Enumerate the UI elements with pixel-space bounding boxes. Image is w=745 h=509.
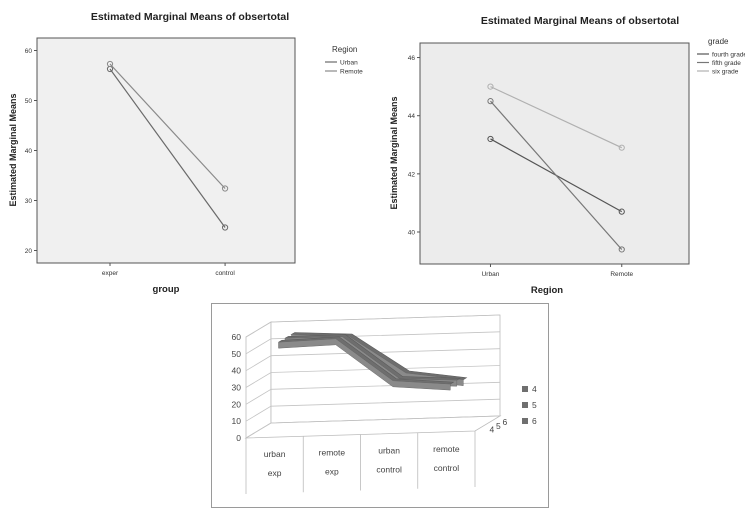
chart3-legend-swatch [522,402,528,408]
c1-ytick-label: 30 [25,198,33,205]
c1-legend-label: Urban [340,60,358,67]
chart1-legend-title: Region [332,45,357,54]
chart3-ytick-label: 50 [232,349,242,359]
chart2-ylabel: Estimated Marginal Means [389,96,399,209]
chart3-gridline [245,331,501,355]
c2-data-point [618,246,625,253]
chart3-depth-label: 6 [503,417,508,427]
chart3-category-label: control [376,465,402,475]
c1-ytick-label: 50 [25,98,33,105]
c2-data-point [618,208,625,215]
chart2-legend-title: grade [708,37,729,46]
c1-data-point [221,224,229,231]
c1-ytick-label: 20 [25,248,33,255]
chart-grade-by-region: Estimated Marginal Means of obsertotal 4… [389,15,745,296]
c1-series-1 [106,60,229,192]
chart3-ribbon-side [278,338,451,391]
c1-series-line [109,63,226,189]
c2-data-point [487,83,494,90]
c1-series-line [109,68,226,228]
chart3-legend: 4 5 6 [522,384,537,426]
c2-ytick-label: 42 [408,171,416,178]
chart3-legend-swatch [522,418,528,424]
chart3-depth-label: 5 [496,421,501,431]
c2-data-point [618,144,625,151]
chart3-ytick-label: 40 [232,366,242,376]
chart3-ytick-label: 10 [232,416,242,426]
c2-legend-label: six grade [712,69,739,76]
chart3-gridline [245,415,501,439]
c2-data-point [487,135,494,143]
c2-legend-label: fourth grade [712,52,745,59]
chart3-legend-label: 6 [532,416,537,426]
chart3-ytick-label: 0 [236,433,241,443]
c1-xtick-label: control [215,270,235,277]
chart3-gridline [245,398,501,422]
c2-series-line [490,86,623,149]
chart3-ribbon-4 [278,336,455,391]
chart3-legend-label: 4 [532,384,537,394]
chart3-ytick-label: 20 [232,399,242,409]
chart3-ytick-label: 60 [232,332,242,342]
c2-ytick-label: 46 [408,55,416,62]
chart1-legend: Region Urban Remote [325,45,363,76]
chart3-gridline [245,348,501,372]
chart3-category-label: remote [319,447,346,457]
chart3-category-label: exp [325,466,339,476]
c1-data-point [221,185,229,192]
c2-ytick-label: 40 [408,230,416,237]
chart3-depth-label: 4 [490,425,495,435]
chart2-xlabel: Region [531,285,563,296]
chart1-title: Estimated Marginal Means of obsertotal [91,11,289,23]
chart3-category-label: urban [378,446,400,456]
c2-data-point [487,98,494,105]
chart3-category-label: exp [268,468,282,478]
chart1-plot-area [36,37,296,264]
c2-xtick-label: Urban [482,271,500,278]
c1-data-point [106,60,114,68]
c2-series-1 [487,98,625,253]
chart3-category-label: urban [264,449,286,459]
chart3-category-label: remote [433,444,460,454]
chart3-gridline [245,314,501,338]
chart3-legend-label: 5 [532,400,537,410]
chart2-title: Estimated Marginal Means of obsertotal [481,15,679,27]
chart1-xlabel: group [153,284,180,295]
c2-legend-label: fifth grade [712,60,741,67]
chart3-gridline [245,365,501,388]
chart3-category-label: control [434,463,460,473]
chart-region-by-group: Estimated Marginal Means of obsertotal 2… [8,11,363,295]
c2-series-2 [487,83,625,151]
chart-3d-ribbons: 0 10 20 30 40 50 60 urban exp remote exp urban cont… [211,303,549,508]
chart3-ytick-label: 30 [232,383,242,393]
c2-ytick-label: 44 [408,113,416,120]
c2-series-line [490,100,623,250]
c1-ytick-label: 40 [25,148,33,155]
c2-xtick-label: Remote [610,271,633,278]
chart1-ylabel: Estimated Marginal Means [8,93,18,206]
c1-legend-label: Remote [340,69,363,76]
c1-ytick-label: 60 [25,48,33,55]
chart3-legend-swatch [522,386,528,392]
c1-xtick-label: exper [102,270,119,277]
chart2-plot-area [419,42,690,265]
